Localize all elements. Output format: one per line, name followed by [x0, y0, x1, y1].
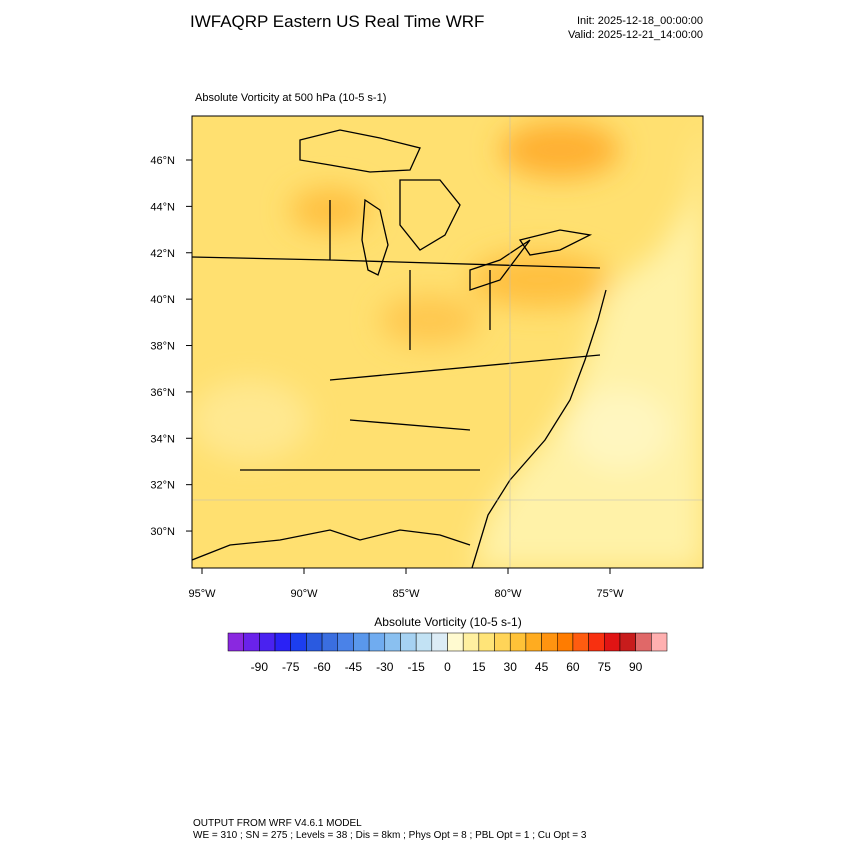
field-title: Absolute Vorticity at 500 hPa (10-5 s-1) [195, 92, 386, 104]
colorbar-tick-label: 15 [472, 660, 486, 674]
colorbar-swatch [400, 632, 417, 652]
colorbar-swatch [619, 632, 636, 652]
colorbar-swatch [384, 632, 401, 652]
colorbar-tick-label: -45 [345, 660, 363, 674]
colorbar-swatch [227, 632, 244, 652]
lat-tick-label: 44°N [150, 201, 175, 213]
lon-tick-label: 95°W [188, 588, 216, 600]
colorbar-swatch [259, 632, 276, 652]
field-shading [192, 116, 703, 568]
title: IWFAQRP Eastern US Real Time WRF [190, 12, 484, 31]
colorbar-swatch [462, 632, 480, 652]
lon-tick-label: 85°W [392, 588, 420, 600]
colorbar-tick-label: 90 [629, 660, 643, 674]
lat-tick-label: 38°N [150, 341, 175, 353]
colorbar-swatch [478, 632, 495, 652]
colorbar-tick-label: -30 [376, 660, 394, 674]
lon-tick-label: 90°W [290, 588, 318, 600]
colorbar-swatch [415, 632, 433, 652]
lat-tick-label: 40°N [150, 294, 175, 306]
footer-line: WE = 310 ; SN = 275 ; Levels = 38 ; Dis … [193, 830, 587, 841]
lat-tick-label: 46°N [150, 155, 175, 167]
lat-tick-label: 30°N [150, 526, 175, 538]
colorbar-tick-label: -15 [407, 660, 425, 674]
map-frame [191, 115, 704, 569]
boundaries [192, 129, 607, 568]
colorbar-swatch [525, 632, 542, 652]
map [192, 116, 703, 568]
colorbar-tick-label: -75 [282, 660, 300, 674]
colorbar-swatch [337, 632, 354, 652]
colorbar-swatch [588, 632, 605, 652]
colorbar-swatch [431, 632, 448, 652]
valid-time: Valid: 2025-12-21_14:00:00 [568, 29, 703, 41]
colorbar-swatch [243, 632, 260, 652]
colorbar-swatch [651, 632, 668, 652]
lat-tick-label: 36°N [150, 387, 175, 399]
lon-tick-label: 75°W [596, 588, 624, 600]
graticule [192, 116, 703, 568]
footer-line: OUTPUT FROM WRF V4.6.1 MODEL [193, 818, 362, 829]
lat-tick-label: 34°N [150, 433, 175, 445]
colorbar-tick-label: 0 [444, 660, 451, 674]
colorbar-tick-label: 45 [535, 660, 549, 674]
colorbar-swatch [274, 632, 291, 652]
colorbar-tick-label: 60 [566, 660, 580, 674]
colorbar-swatch [494, 632, 511, 652]
colorbar-swatch [541, 632, 558, 652]
colorbar-swatch [353, 632, 370, 652]
colorbar-title: Absolute Vorticity (10-5 s-1) [374, 615, 521, 629]
colorbar-tick-label: 75 [598, 660, 612, 674]
colorbar-swatch [604, 632, 621, 652]
colorbar-tick-label: -60 [313, 660, 331, 674]
colorbar-tick-label: -90 [251, 660, 269, 674]
colorbar-swatch [509, 632, 527, 652]
lat-tick-label: 32°N [150, 480, 175, 492]
colorbar-swatch [306, 632, 323, 652]
colorbar-swatch [368, 632, 386, 652]
colorbar-swatch [572, 632, 589, 652]
init-time: Init: 2025-12-18_00:00:00 [577, 15, 703, 27]
lat-tick-label: 42°N [150, 248, 175, 260]
colorbar-swatch [557, 632, 574, 652]
colorbar-swatch [635, 632, 652, 652]
colorbar-swatch [447, 632, 464, 652]
colorbar-swatch [321, 632, 339, 652]
colorbar-tick-label: 30 [504, 660, 518, 674]
lon-tick-label: 80°W [494, 588, 522, 600]
colorbar-swatch [290, 632, 307, 652]
